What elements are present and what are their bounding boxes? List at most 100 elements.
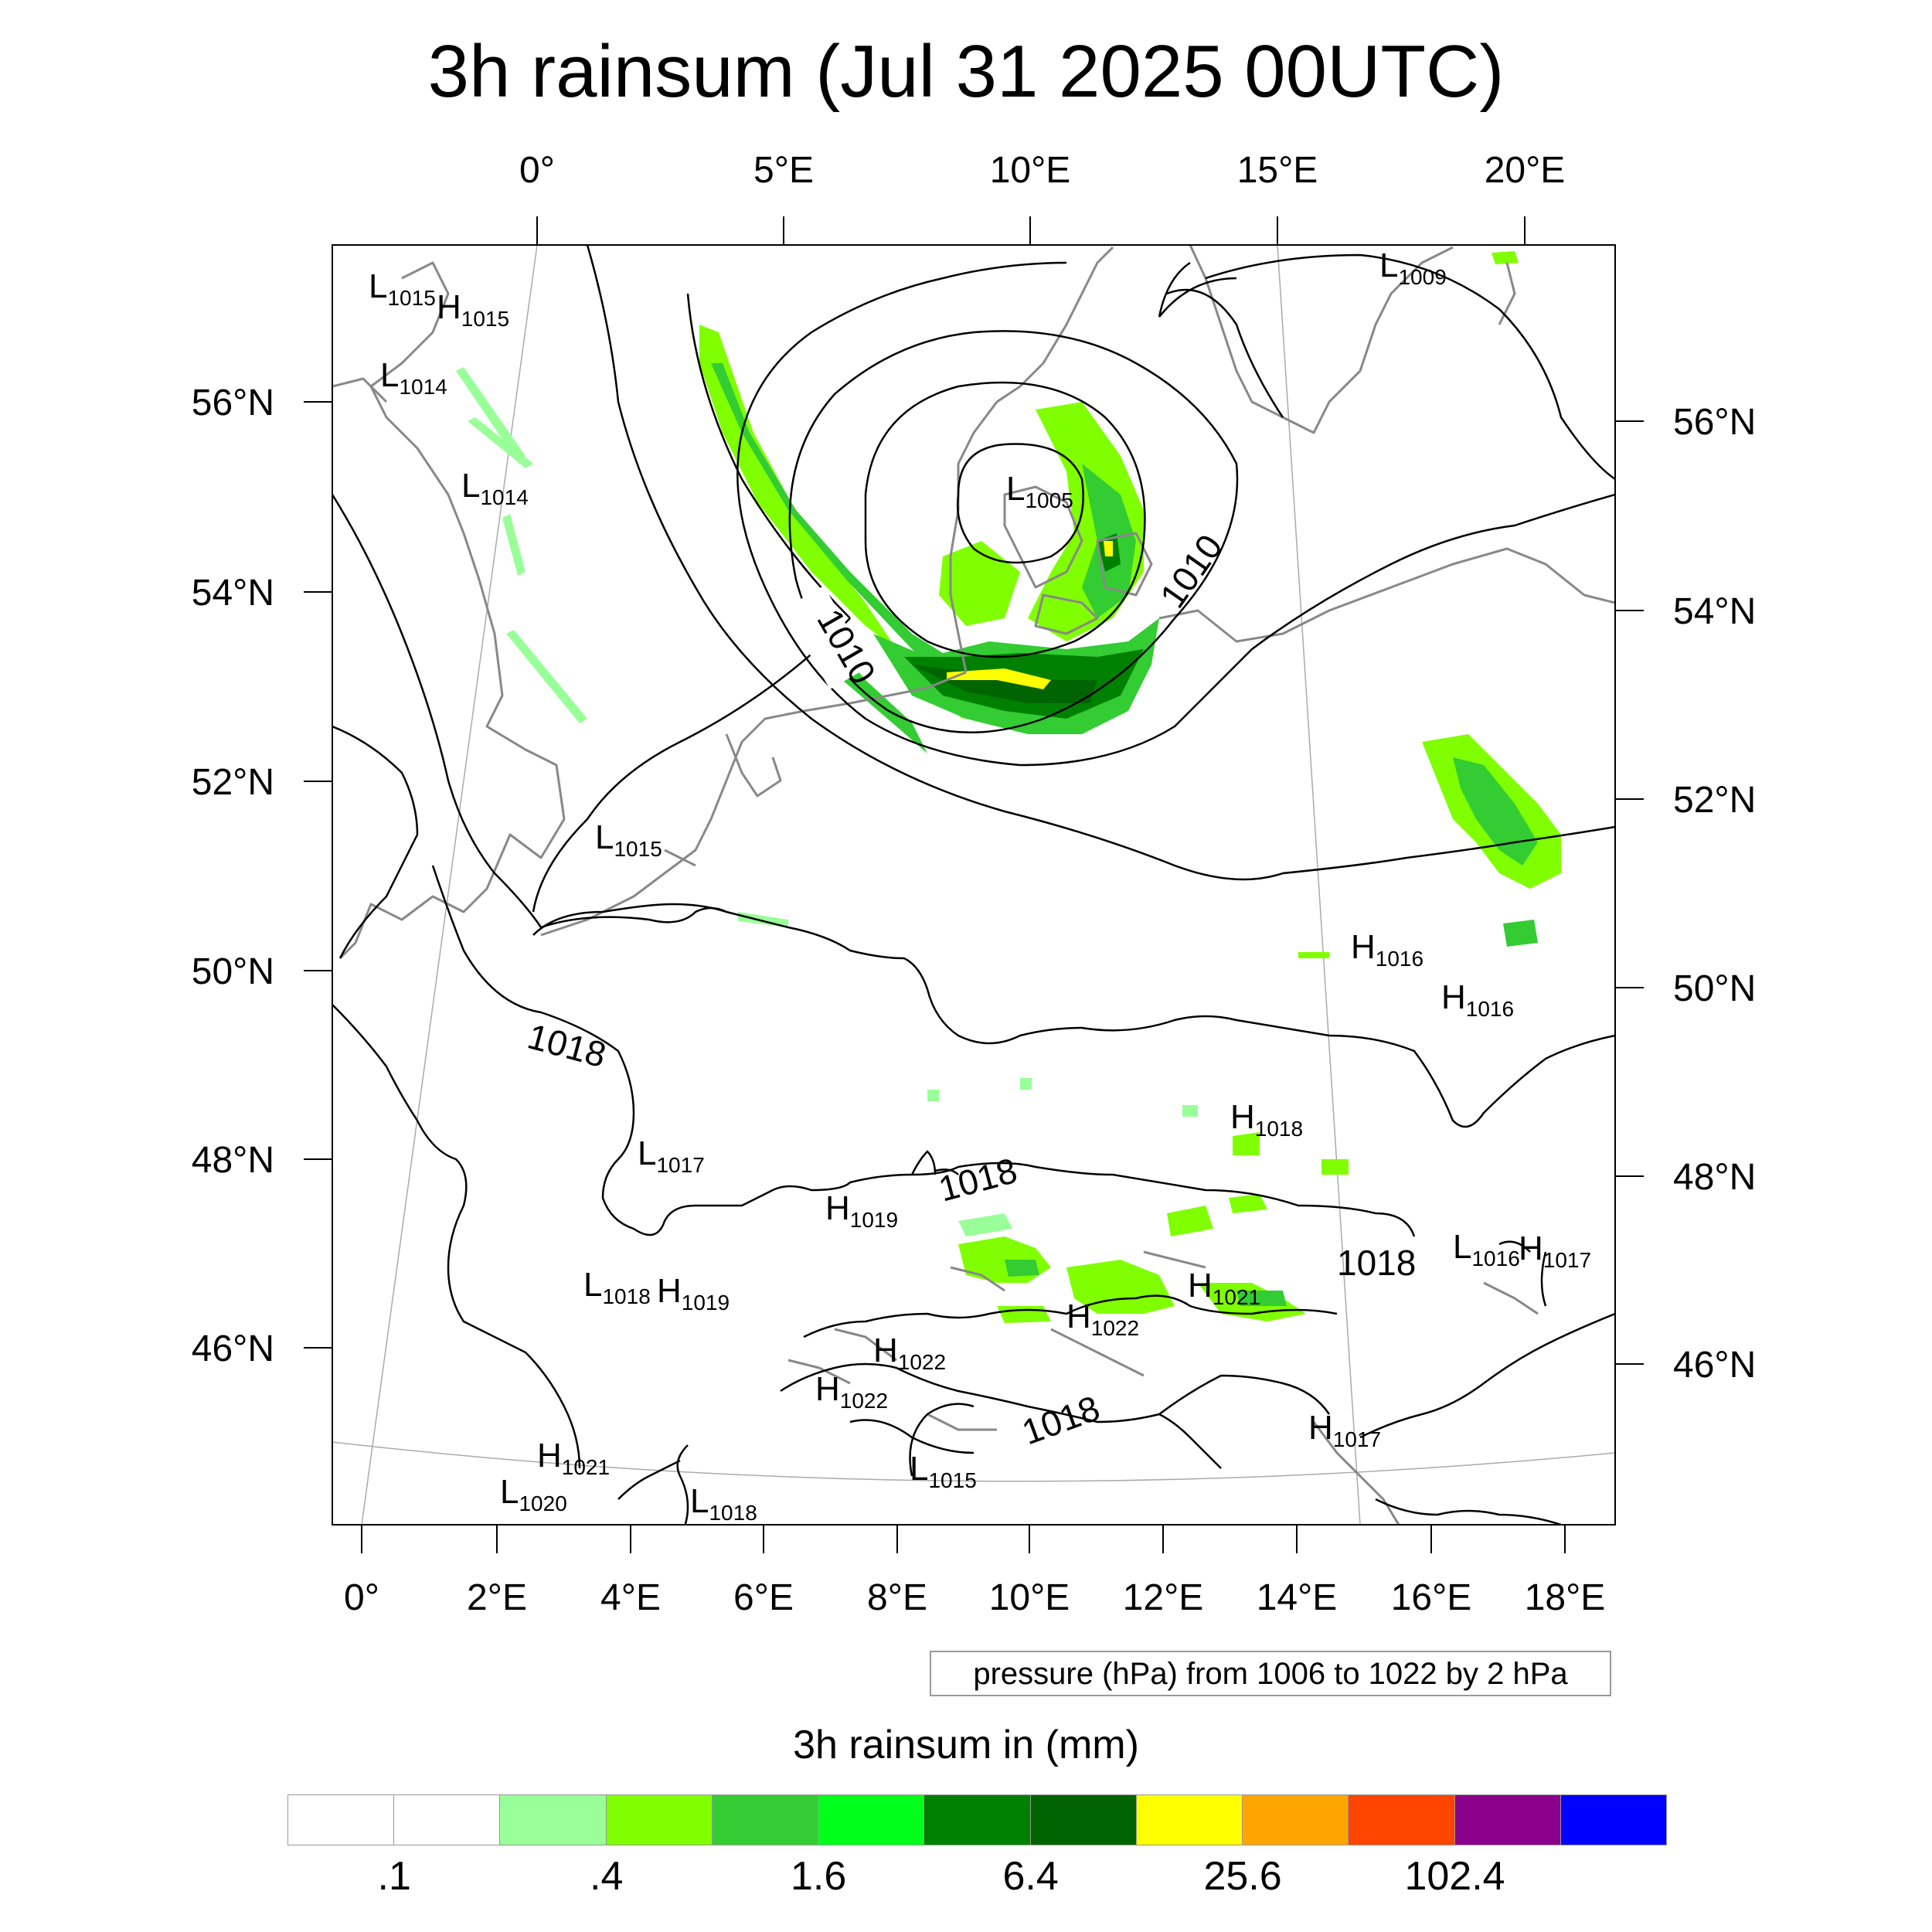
lat-label-left: 50°N: [192, 951, 274, 992]
colorbar-swatch: [287, 1794, 395, 1845]
colorbar-label: .4: [590, 1854, 624, 1899]
pressure-value: 1017: [1333, 1427, 1381, 1451]
colorbar-swatch: [605, 1794, 713, 1845]
svg-text:L1016: L1016: [1453, 1228, 1520, 1270]
colorbar-swatch: [1560, 1794, 1668, 1845]
pressure-type: H: [1230, 1098, 1255, 1136]
lat-label-left: 52°N: [192, 762, 274, 803]
svg-text:L1015: L1015: [369, 267, 436, 310]
svg-text:H1019: H1019: [657, 1272, 730, 1315]
lon-label-top: 10°E: [990, 150, 1071, 191]
pressure-value: 1018: [602, 1284, 650, 1308]
svg-text:H1022: H1022: [1066, 1298, 1139, 1340]
lon-label-bottom: 0°: [344, 1577, 379, 1618]
pressure-value: 1015: [928, 1468, 976, 1492]
colorbar-label: .1: [377, 1854, 411, 1899]
pressure-value: 1016: [1471, 1247, 1519, 1270]
lon-label-top: 5°E: [753, 150, 814, 191]
svg-text:H1017: H1017: [1519, 1230, 1591, 1272]
pressure-type: L: [638, 1134, 656, 1172]
pressure-value: 1017: [656, 1153, 704, 1177]
colorbar-title: 3h rainsum in (mm): [793, 1723, 1139, 1767]
pressure-value: 1016: [1376, 947, 1423, 971]
lon-label-top: 15°E: [1237, 150, 1318, 191]
colorbar-label: 6.4: [1002, 1854, 1059, 1899]
pressure-type: H: [1308, 1409, 1333, 1447]
graticule: [332, 245, 1615, 1525]
colorbar-swatch: [1242, 1794, 1349, 1845]
svg-text:H1018: H1018: [1230, 1098, 1303, 1141]
pressure-type: H: [1519, 1230, 1543, 1267]
pressure-type: H: [825, 1189, 850, 1227]
lat-label-right: 46°N: [1673, 1345, 1756, 1386]
lon-label-bottom: 8°E: [867, 1577, 927, 1618]
svg-text:H1016: H1016: [1351, 928, 1423, 971]
svg-text:L1020: L1020: [500, 1473, 567, 1515]
pressure-value: 1022: [1091, 1316, 1139, 1340]
pressure-type: L: [1453, 1228, 1471, 1266]
pressure-value: 1019: [682, 1291, 730, 1315]
lat-label-left: 54°N: [192, 573, 274, 614]
svg-text:L1014: L1014: [380, 356, 447, 399]
pressure-value: 1015: [461, 307, 509, 331]
pressure-value: 1022: [898, 1350, 946, 1374]
pressure-type: L: [369, 267, 387, 305]
pressure-type: H: [873, 1332, 898, 1369]
pressure-type: L: [461, 467, 480, 505]
colorbar-swatch: [499, 1794, 607, 1845]
svg-text:H1022: H1022: [873, 1332, 946, 1374]
svg-text:L1009: L1009: [1379, 247, 1447, 289]
pressure-value: 1017: [1543, 1248, 1591, 1272]
map-frame: [332, 244, 1616, 1526]
pressure-value: 1021: [1213, 1285, 1260, 1309]
lat-label-right: 48°N: [1673, 1157, 1756, 1198]
contour-info-box: pressure (hPa) from 1006 to 1022 by 2 hP…: [930, 1651, 1611, 1696]
svg-text:H1021: H1021: [537, 1437, 610, 1479]
lon-label-bottom: 12°E: [1123, 1577, 1204, 1618]
tick-marks: [304, 216, 1644, 1553]
pressure-type: H: [1066, 1298, 1091, 1335]
map-background: [332, 245, 1615, 1525]
pressure-centers: L1015 H1015 L1014 L1014 L1005 L1009 L101…: [369, 247, 1591, 1525]
svg-text:H1019: H1019: [825, 1189, 898, 1232]
colorbar-labels: .1 .4 1.6 6.4 25.6 102.4: [288, 1853, 1667, 1907]
svg-text:H1022: H1022: [815, 1370, 888, 1413]
pressure-value: 1005: [1025, 488, 1073, 512]
isobar-1016: [332, 494, 543, 928]
svg-text:H1016: H1016: [1441, 978, 1514, 1021]
svg-text:L1018: L1018: [583, 1266, 651, 1308]
pressure-type: L: [910, 1450, 928, 1488]
isobar-1012: [740, 261, 1067, 434]
lon-label-bottom: 6°E: [733, 1577, 794, 1618]
isobar-1020: [803, 1294, 1338, 1338]
colorbar-label: 102.4: [1404, 1854, 1505, 1899]
pressure-type: H: [657, 1272, 682, 1310]
lat-label-right: 54°N: [1673, 591, 1756, 632]
pressure-value: 1018: [709, 1501, 757, 1525]
pressure-type: H: [1188, 1267, 1213, 1304]
lon-label-top: 20°E: [1485, 150, 1566, 191]
pressure-value: 1019: [850, 1208, 898, 1232]
lon-label-bottom: 16°E: [1391, 1577, 1472, 1618]
isobar-1010: [788, 330, 1239, 733]
pressure-type: L: [1379, 247, 1398, 284]
pressure-type: H: [1351, 928, 1376, 966]
pressure-type: L: [690, 1482, 709, 1520]
colorbar-swatch: [1135, 1794, 1243, 1845]
axis-labels: 0° 5°E 10°E 15°E 20°E 0° 2°E 4°E 6°E 8°E…: [192, 150, 1757, 1618]
colorbar-swatch: [818, 1794, 925, 1845]
svg-text:L1015: L1015: [910, 1450, 977, 1492]
svg-text:L1015: L1015: [595, 818, 662, 861]
colorbar-swatch: [1348, 1794, 1455, 1845]
svg-text:H1015: H1015: [437, 288, 509, 331]
isobar-1014: [686, 293, 851, 619]
pressure-value: 1014: [399, 375, 447, 399]
pressure-value: 1022: [840, 1389, 888, 1413]
isobar-1018: [332, 1004, 581, 1469]
pressure-value: 1021: [562, 1455, 610, 1479]
pressure-type: H: [537, 1437, 562, 1475]
isobar-label: 1018: [1337, 1243, 1416, 1283]
isobars: [332, 245, 1615, 1525]
lon-label-bottom: 10°E: [989, 1577, 1070, 1618]
